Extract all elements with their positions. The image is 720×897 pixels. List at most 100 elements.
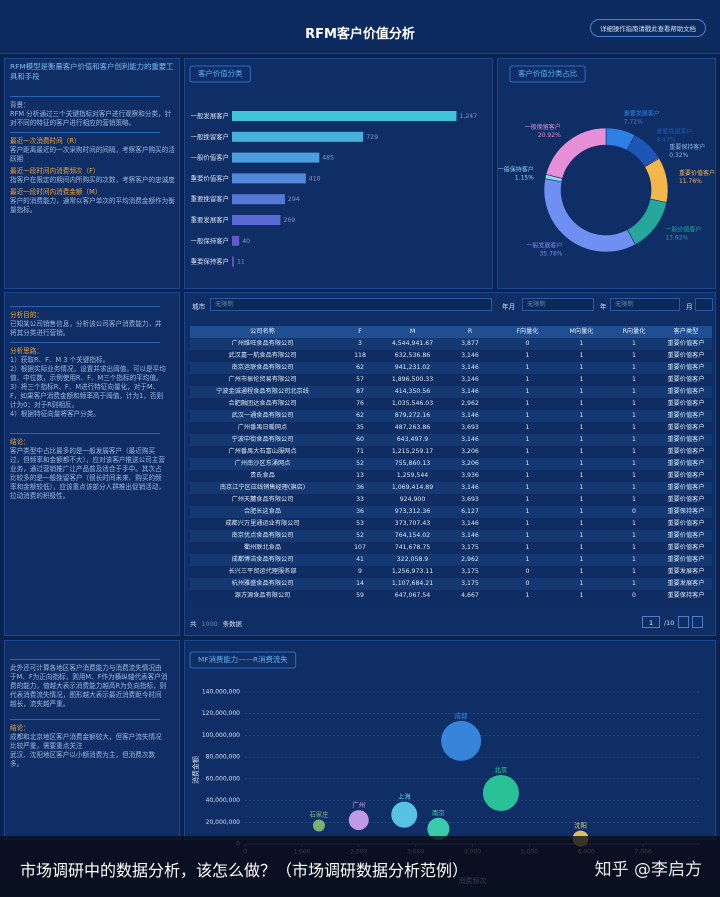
table-row: 宁波金诚通程食品有限公司北京线 87 414,350.56 3,146 1 1 1 重要价值客… (190, 386, 712, 398)
table-cell: 1 (525, 376, 530, 383)
table-cell: 重要价值客户 (667, 472, 705, 479)
table-cell: 衢州联北食品 (243, 544, 282, 551)
column-header: F向量化 (516, 328, 539, 335)
table-cell: 1 (525, 436, 530, 443)
y-tick-label: 120,000,000 (202, 710, 240, 717)
y-tick-label: 一般发展客户 (191, 111, 229, 120)
table-cell: 宁波中街食品有限公司 (231, 436, 294, 443)
table-cell: 1 (579, 532, 584, 539)
table-cell: 1 (525, 484, 530, 491)
table-row: 衢州联北食品 107 741,678.75 3,175 1 1 1 重要价值客户 (190, 542, 712, 554)
table-row: 广州番禺日暖网点 35 487,263.86 3,693 1 1 1 重要价值客户 (190, 422, 712, 434)
table-cell: 53 (356, 520, 364, 527)
table-cell: 3,146 (461, 436, 479, 443)
help-button[interactable]: 详细操作指南请戳此查看帮助文档 (590, 19, 706, 37)
table-cell: 1 (525, 472, 530, 479)
bar (232, 215, 281, 225)
table-cell: 1 (579, 544, 584, 551)
data-label: 269 (283, 217, 295, 224)
table-cell: 1 (632, 496, 636, 503)
purpose-title: 分析目的： (10, 311, 43, 319)
filter-label: 月 (686, 303, 693, 311)
table-cell: 33 (356, 496, 364, 503)
table-cell: 广州维旺食品有限公司 (231, 340, 294, 347)
table-cell: 杭州雅盛食品有限公司 (231, 580, 294, 587)
y-tick-label: 60,000,000 (206, 775, 241, 782)
intro-items: 最近一次消费时间（R） 客户距离最近的一次采购时间的间隔，考察客户购买的活跃期 最近… (10, 137, 175, 215)
conclusion: 武汉、沈阳地区客户以小额消费为主，但消费次数多。 (10, 751, 156, 768)
item-title: 最近一次消费时间（R） (10, 137, 81, 145)
table-cell: 13 (356, 472, 364, 479)
table-row: 合肥长这食品 36 973,312.36 6,127 1 1 0 重要保持客户 (190, 506, 712, 518)
bar (232, 235, 240, 246)
table-cell: 1 (579, 496, 584, 503)
y-tick-label: 重要发展客户 (191, 215, 229, 224)
month-filter[interactable]: 无限制 (522, 298, 594, 311)
table-cell: 广州天麓食品有限公司 (231, 496, 294, 503)
regional-text: 此外还可计算各地区客户消费能力与消费流失情况由于M、F为正向指标，则用M、F作为… (10, 655, 168, 769)
table-cell: 1 (579, 556, 584, 563)
table-cell: 1,896,500.33 (391, 376, 434, 383)
column-header: M (409, 328, 416, 335)
page-input[interactable]: 1 (642, 616, 660, 628)
table-cell: 741,678.75 (394, 544, 431, 551)
table-cell: 重要价值客户 (667, 460, 705, 467)
bubble-label: 上海 (398, 792, 411, 801)
bubble (312, 819, 325, 832)
table-cell: 3,206 (461, 460, 479, 467)
table-cell: 0 (525, 340, 530, 347)
table-cell: 373,707.43 (394, 520, 431, 527)
month2-filter[interactable] (695, 298, 713, 311)
table-cell: 3,693 (461, 424, 479, 431)
table-cell: 1 (632, 544, 636, 551)
table-cell: 1,259,544 (396, 472, 429, 479)
table-row: 武汉嘉一航食品有限公司 118 632,536.86 3,146 1 1 1 重要价值客户 (190, 350, 712, 362)
data-label: 294 (288, 196, 300, 203)
bubble-label: 成都 (455, 711, 468, 720)
table-cell: 1 (525, 532, 530, 539)
table-cell: 1 (632, 568, 636, 575)
slice-value: 0.32% (669, 152, 688, 159)
city-filter[interactable]: 无限制 (210, 298, 492, 311)
table-cell: 重要价值客户 (667, 532, 705, 539)
data-label: 1,247 (459, 113, 477, 120)
table-cell: 62 (356, 412, 364, 419)
table-row: 南京优点食品有限公司 52 764,154.02 3,146 1 1 1 重要价值客户 (190, 530, 712, 542)
prev-page[interactable] (678, 616, 689, 628)
bar (232, 131, 364, 142)
item-text: 客户的消费能力，通常以客户单次的平均消费金额作为衡量指标。 (10, 197, 175, 214)
table-cell: 贵氏食品 (250, 472, 275, 479)
next-page[interactable] (692, 616, 703, 628)
y-axis-label: 消费金额 (191, 756, 200, 784)
table-row: 宁波中街食品有限公司 60 643,497.9 3,146 1 1 1 重要价值客户 (190, 434, 712, 446)
title-box (509, 65, 586, 83)
separator (10, 433, 160, 434)
total-prefix: 共 (190, 620, 197, 628)
slice-label: 一般价值客户 (665, 226, 701, 234)
table-cell: 3,146 (461, 376, 479, 383)
table-cell: 52 (356, 532, 364, 539)
table-cell: 62 (356, 364, 364, 371)
table-cell: 941,231.02 (394, 364, 431, 371)
table-cell: 广州南沙区东涌网点 (234, 460, 291, 467)
table-cell: 成都兴万里通运业有限公司 (225, 520, 300, 527)
table-cell: 南京优点食品有限公司 (231, 532, 294, 539)
table-row: 杭州雅盛食品有限公司 14 1,107,684.21 3,175 0 1 1 重要发展客户 (190, 578, 712, 590)
slice-value: 35.78% (539, 250, 562, 257)
table-row: 广州市振伦贸易有限公司 57 1,896,500.33 3,146 1 1 1 重要价值客户 (190, 374, 712, 386)
table-cell: 合肥长这食品 (243, 508, 282, 515)
page-count: /10 (664, 619, 675, 627)
table-cell: 118 (354, 352, 366, 359)
table-cell: 1 (579, 580, 584, 587)
y-tick-label: 80,000,000 (206, 754, 241, 761)
table-cell: 1 (632, 448, 636, 455)
slice-value: 7.72% (624, 119, 643, 126)
table-cell: 重要价值客户 (667, 364, 705, 371)
regional-description: 此外还可计算各地区客户消费能力与消费流失情况由于M、F为正向指标，则用M、F作为… (10, 664, 168, 708)
table-cell: 879,272.16 (394, 412, 431, 419)
data-label: 729 (366, 134, 378, 141)
column-header: 公司名称 (250, 328, 275, 335)
year-filter[interactable]: 无限制 (610, 298, 680, 311)
table-cell: 重要价值客户 (667, 340, 705, 347)
